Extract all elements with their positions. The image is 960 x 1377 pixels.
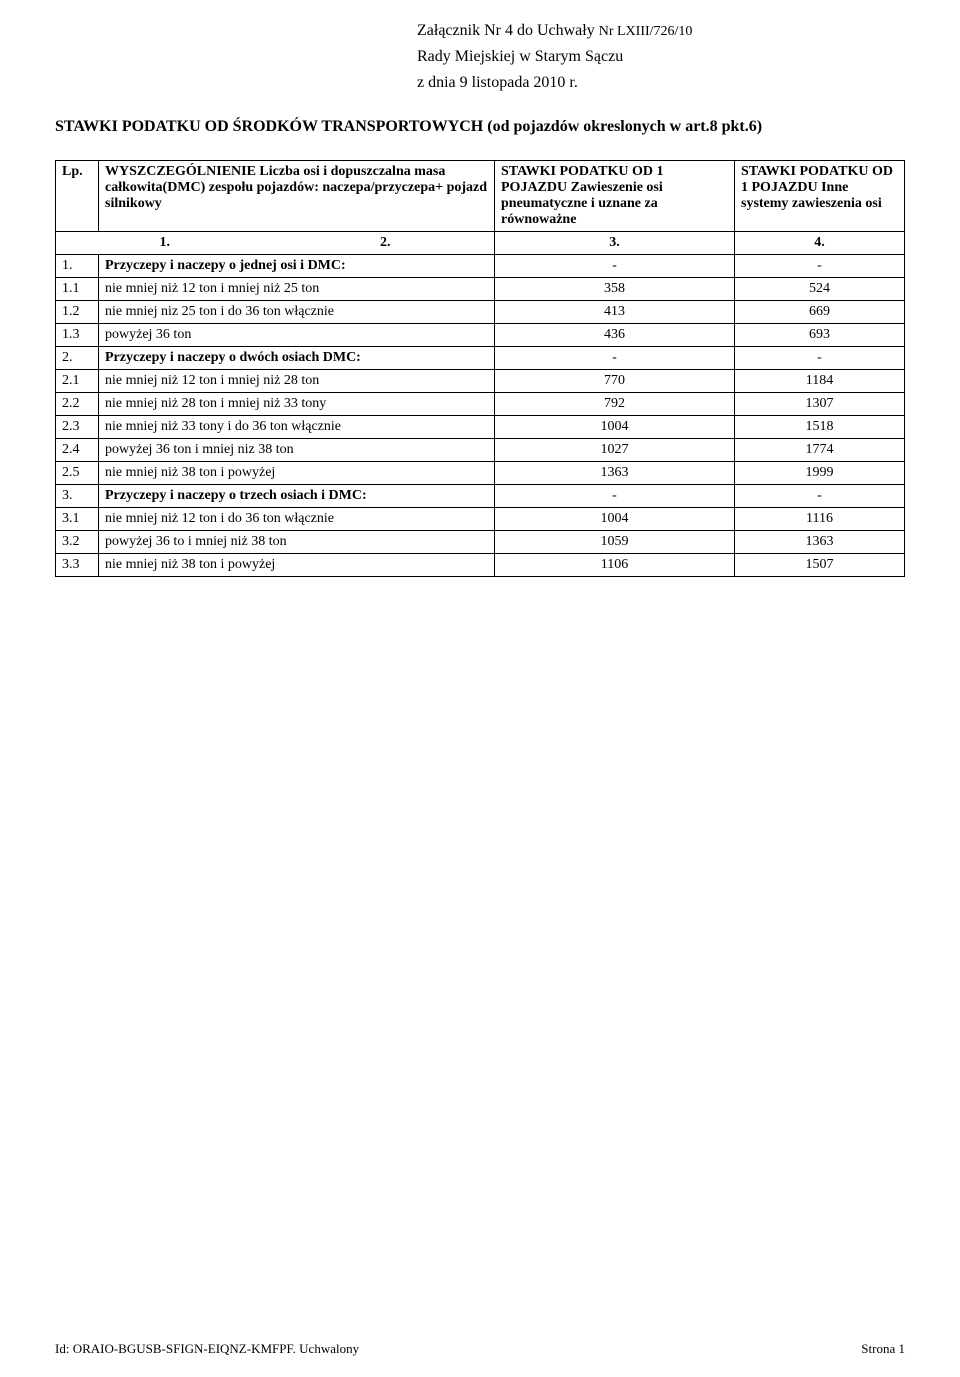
row-number: 1.3 — [56, 324, 99, 347]
table-row: 3.3nie mniej niż 38 ton i powyżej1106150… — [56, 554, 905, 577]
numcol-12: 1. 2. — [56, 232, 495, 255]
row-rate1: 1004 — [495, 416, 735, 439]
row-label: nie mniej niż 12 ton i mniej niż 28 ton — [99, 370, 495, 393]
row-rate1: 1106 — [495, 554, 735, 577]
attachment-suffix: Nr LXIII/726/10 — [599, 24, 693, 39]
row-rate1: - — [495, 255, 735, 278]
row-rate2: 1363 — [735, 531, 905, 554]
numcol-3: 3. — [495, 232, 735, 255]
row-rate2: 1518 — [735, 416, 905, 439]
row-rate2: 1999 — [735, 462, 905, 485]
row-rate2: 1184 — [735, 370, 905, 393]
row-rate1: 792 — [495, 393, 735, 416]
row-number: 1.1 — [56, 278, 99, 301]
row-rate1: 1027 — [495, 439, 735, 462]
row-rate1: 413 — [495, 301, 735, 324]
row-label: Przyczepy i naczepy o jednej osi i DMC: — [99, 255, 495, 278]
row-rate2: - — [735, 485, 905, 508]
row-label: nie mniej niż 38 ton i powyżej — [99, 554, 495, 577]
row-rate2: 1116 — [735, 508, 905, 531]
row-label: powyżej 36 ton — [99, 324, 495, 347]
col-header-lp: Lp. — [56, 161, 99, 232]
row-number: 2.2 — [56, 393, 99, 416]
row-label: nie mniej niz 25 ton i do 36 ton włączni… — [99, 301, 495, 324]
row-rate1: 436 — [495, 324, 735, 347]
table-row: 2.2nie mniej niż 28 ton i mniej niż 33 t… — [56, 393, 905, 416]
row-rate2: 524 — [735, 278, 905, 301]
date-line: z dnia 9 listopada 2010 r. — [417, 74, 905, 92]
row-label: nie mniej niż 38 ton i powyżej — [99, 462, 495, 485]
row-number: 2.4 — [56, 439, 99, 462]
table-row: 2.3nie mniej niż 33 tony i do 36 ton włą… — [56, 416, 905, 439]
row-number: 3. — [56, 485, 99, 508]
table-row: 2.4powyżej 36 ton i mniej niz 38 ton1027… — [56, 439, 905, 462]
row-number: 1. — [56, 255, 99, 278]
row-number: 3.3 — [56, 554, 99, 577]
row-number: 2.5 — [56, 462, 99, 485]
table-row: 1.2nie mniej niz 25 ton i do 36 ton włąc… — [56, 301, 905, 324]
row-rate2: 669 — [735, 301, 905, 324]
attachment-prefix: Załącznik Nr 4 do Uchwały — [417, 22, 595, 39]
row-label: powyżej 36 ton i mniej niz 38 ton — [99, 439, 495, 462]
col-header-spec: WYSZCZEGÓLNIENIE Liczba osi i dopuszczal… — [99, 161, 495, 232]
footer-id: Id: ORAIO-BGUSB-SFIGN-EIQNZ-KMFPF. Uchwa… — [55, 1341, 359, 1357]
row-label: powyżej 36 to i mniej niż 38 ton — [99, 531, 495, 554]
row-number: 2.1 — [56, 370, 99, 393]
page-container: Załącznik Nr 4 do Uchwały Nr LXIII/726/1… — [0, 0, 960, 1377]
row-number: 1.2 — [56, 301, 99, 324]
table-row: 1.Przyczepy i naczepy o jednej osi i DMC… — [56, 255, 905, 278]
council-line: Rady Miejskiej w Starym Sączu — [417, 48, 905, 66]
table-row: 2.5nie mniej niż 38 ton i powyżej1363199… — [56, 462, 905, 485]
table-row: 1.3powyżej 36 ton436693 — [56, 324, 905, 347]
tax-rates-table: Lp. WYSZCZEGÓLNIENIE Liczba osi i dopusz… — [55, 160, 905, 577]
row-number: 3.2 — [56, 531, 99, 554]
row-label: Przyczepy i naczepy o dwóch osiach DMC: — [99, 347, 495, 370]
row-rate1: - — [495, 485, 735, 508]
row-label: nie mniej niż 12 ton i do 36 ton włączni… — [99, 508, 495, 531]
row-label: nie mniej niż 12 ton i mniej niż 25 ton — [99, 278, 495, 301]
numcol-4: 4. — [735, 232, 905, 255]
attachment-line: Załącznik Nr 4 do Uchwały Nr LXIII/726/1… — [417, 22, 905, 40]
table-row: 3.1nie mniej niż 12 ton i do 36 ton włąc… — [56, 508, 905, 531]
row-rate1: 1363 — [495, 462, 735, 485]
row-rate1: 1059 — [495, 531, 735, 554]
row-rate1: 770 — [495, 370, 735, 393]
row-label: Przyczepy i naczepy o trzech osiach i DM… — [99, 485, 495, 508]
row-number: 3.1 — [56, 508, 99, 531]
row-rate2: 1307 — [735, 393, 905, 416]
table-row: 3.2powyżej 36 to i mniej niż 38 ton10591… — [56, 531, 905, 554]
row-rate1: - — [495, 347, 735, 370]
table-header-row: Lp. WYSZCZEGÓLNIENIE Liczba osi i dopusz… — [56, 161, 905, 232]
col-header-rate1: STAWKI PODATKU OD 1 POJAZDU Zawieszenie … — [495, 161, 735, 232]
table-number-row: 1. 2. 3. 4. — [56, 232, 905, 255]
table-row: 1.1nie mniej niż 12 ton i mniej niż 25 t… — [56, 278, 905, 301]
page-footer: Id: ORAIO-BGUSB-SFIGN-EIQNZ-KMFPF. Uchwa… — [55, 1341, 905, 1357]
table-row: 3.Przyczepy i naczepy o trzech osiach i … — [56, 485, 905, 508]
col-header-rate2: STAWKI PODATKU OD 1 POJAZDU Inne systemy… — [735, 161, 905, 232]
row-rate2: - — [735, 347, 905, 370]
row-label: nie mniej niż 28 ton i mniej niż 33 tony — [99, 393, 495, 416]
document-title: STAWKI PODATKU OD ŚRODKÓW TRANSPORTOWYCH… — [55, 118, 905, 136]
row-number: 2.3 — [56, 416, 99, 439]
row-number: 2. — [56, 347, 99, 370]
row-rate1: 1004 — [495, 508, 735, 531]
row-rate2: - — [735, 255, 905, 278]
row-rate2: 1774 — [735, 439, 905, 462]
row-rate2: 1507 — [735, 554, 905, 577]
table-row: 2.1nie mniej niż 12 ton i mniej niż 28 t… — [56, 370, 905, 393]
footer-page: Strona 1 — [861, 1341, 905, 1357]
table-row: 2.Przyczepy i naczepy o dwóch osiach DMC… — [56, 347, 905, 370]
document-header: Załącznik Nr 4 do Uchwały Nr LXIII/726/1… — [417, 22, 905, 92]
row-rate2: 693 — [735, 324, 905, 347]
row-rate1: 358 — [495, 278, 735, 301]
row-label: nie mniej niż 33 tony i do 36 ton włączn… — [99, 416, 495, 439]
table-body: Lp. WYSZCZEGÓLNIENIE Liczba osi i dopusz… — [56, 161, 905, 577]
